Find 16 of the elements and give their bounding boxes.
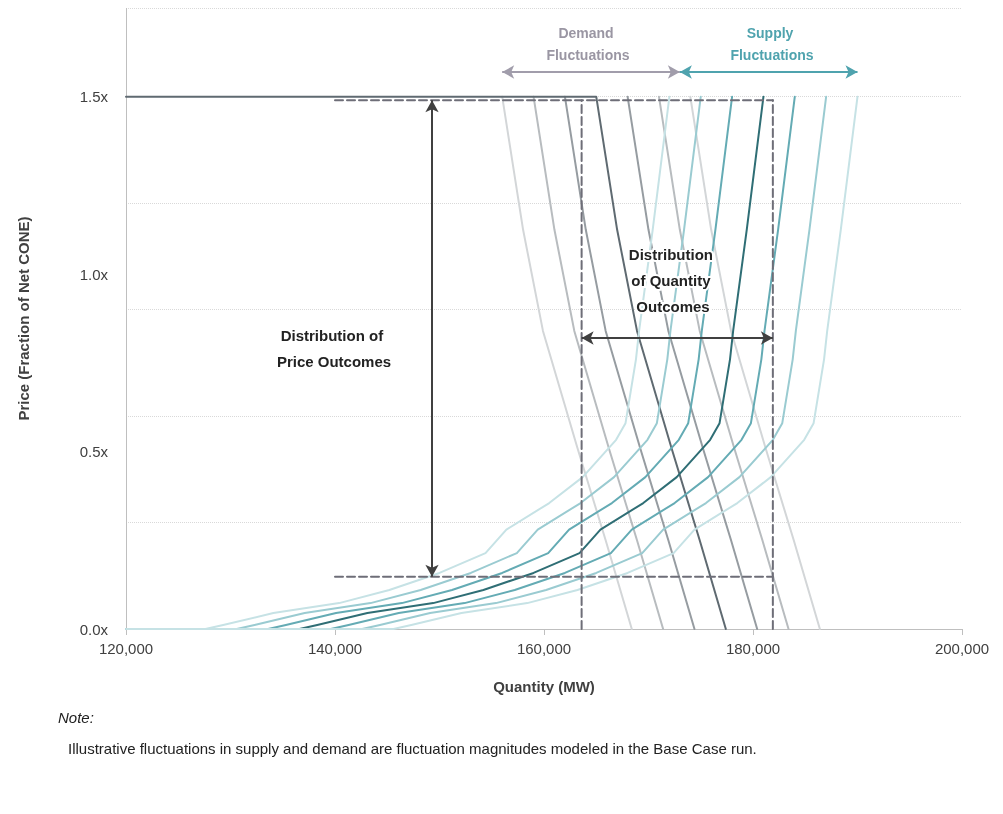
x-tick-label: 120,000: [98, 640, 154, 657]
x-tick-label: 140,000: [307, 640, 363, 657]
text: Illustrative fluctuations in supply and demand are fluctuation magnitudes modeled in the Base Case run.: [68, 739, 757, 757]
y-tick-label: 0.0x: [79, 620, 109, 638]
x-axis-title: Quantity (MW): [493, 678, 595, 695]
y-tick-label: 1.5x: [79, 88, 109, 106]
y-tick-label: 1.0x: [79, 265, 109, 283]
x-tick-label: 180,000: [725, 640, 781, 657]
x-tick-label: 160,000: [516, 640, 572, 657]
annotation: Distribution of Price Outcomes: [276, 326, 392, 370]
x-tick-label: 200,000: [934, 640, 990, 657]
annotation: Demand Fluctuations: [546, 25, 630, 63]
text: Note:: [58, 709, 94, 726]
y-axis-title: Price (Fraction of Net CONE): [15, 216, 32, 421]
annotation: Supply Fluctuations: [730, 25, 814, 63]
y-tick-label: 0.5x: [79, 443, 109, 461]
